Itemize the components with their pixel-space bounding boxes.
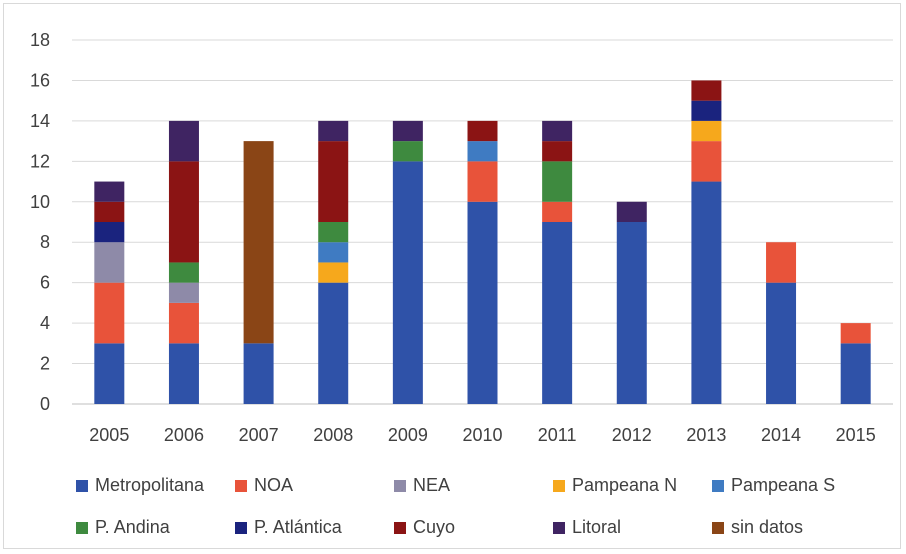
bar-segment-2006-2: [168, 282, 199, 303]
bar-segment-2006-8: [168, 120, 199, 162]
bar-segment-2011-5: [542, 161, 573, 202]
y-tick-label: 10: [30, 192, 50, 212]
bar-segment-2006-1: [168, 302, 199, 344]
bars: [94, 80, 871, 404]
bar-segment-2006-7: [168, 161, 199, 263]
bar-segment-2010-7: [467, 120, 498, 142]
y-tick-label: 16: [30, 70, 50, 90]
x-tick-label: 2015: [836, 425, 876, 445]
bar-segment-2013-6: [691, 100, 722, 121]
bar-segment-2007-0: [243, 343, 274, 404]
bar-segment-2013-7: [691, 80, 722, 101]
bar-segment-2014-0: [766, 282, 797, 404]
bar-segment-2013-1: [691, 141, 722, 182]
bar-segment-2005-2: [94, 242, 125, 283]
bar-segment-2006-5: [168, 262, 199, 283]
bar-segment-2012-0: [616, 222, 647, 404]
bar-segment-2006-0: [168, 343, 199, 404]
y-tick-label: 12: [30, 151, 50, 171]
bar-segment-2005-0: [94, 343, 125, 404]
bar-segment-2009-5: [392, 141, 423, 162]
bar-segment-2013-3: [691, 120, 722, 142]
y-tick-label: 2: [40, 354, 50, 374]
y-tick-label: 6: [40, 273, 50, 293]
bar-segment-2010-0: [467, 201, 498, 404]
y-tick-label: 0: [40, 394, 50, 414]
x-tick-label: 2008: [313, 425, 353, 445]
bar-segment-2009-0: [392, 161, 423, 404]
x-tick-label: 2005: [89, 425, 129, 445]
x-tick-label: 2006: [164, 425, 204, 445]
x-tick-label: 2011: [538, 425, 577, 445]
bar-segment-2012-8: [616, 201, 647, 222]
bar-segment-2013-0: [691, 181, 722, 404]
bar-segment-2005-6: [94, 222, 125, 243]
x-tick-label: 2013: [686, 425, 726, 445]
x-tick-label: 2014: [761, 425, 801, 445]
bar-segment-2010-1: [467, 161, 498, 202]
x-tick-label: 2009: [388, 425, 428, 445]
y-tick-label: 4: [40, 313, 50, 333]
bar-segment-2005-7: [94, 201, 125, 222]
bar-segment-2008-7: [318, 141, 349, 222]
bar-segment-2008-3: [318, 262, 349, 283]
x-tick-label: 2010: [462, 425, 502, 445]
bar-segment-2011-1: [542, 201, 573, 222]
bar-segment-2011-7: [542, 141, 573, 162]
bar-segment-2010-4: [467, 141, 498, 162]
bar-segment-2014-1: [766, 242, 797, 283]
x-axis: 2005 2006 2007 2008 2009 2010 2011 2012 2013 2014…: [89, 425, 875, 445]
chart-frame: [3, 3, 901, 549]
bar-segment-2011-8: [542, 120, 573, 142]
bar-segment-2008-8: [318, 120, 349, 142]
gridlines: [72, 39, 893, 405]
bar-segment-2009-8: [392, 120, 423, 142]
y-tick-label: 14: [30, 111, 50, 131]
bar-segment-2005-8: [94, 181, 125, 202]
bar-segment-2005-1: [94, 282, 125, 344]
x-tick-label: 2012: [612, 425, 652, 445]
bar-segment-2008-0: [318, 282, 349, 404]
y-tick-label: 18: [30, 30, 50, 50]
bar-segment-2007-9: [243, 141, 274, 344]
y-tick-label: 8: [40, 232, 50, 252]
y-axis: 0 2 4 6 8 10 12 14 16 18: [30, 30, 50, 414]
bar-segment-2008-4: [318, 242, 349, 263]
bar-segment-2008-5: [318, 222, 349, 243]
bar-segment-2011-0: [542, 222, 573, 404]
x-tick-label: 2007: [239, 425, 279, 445]
bar-segment-2015-0: [840, 343, 871, 404]
bar-segment-2015-1: [840, 323, 871, 344]
